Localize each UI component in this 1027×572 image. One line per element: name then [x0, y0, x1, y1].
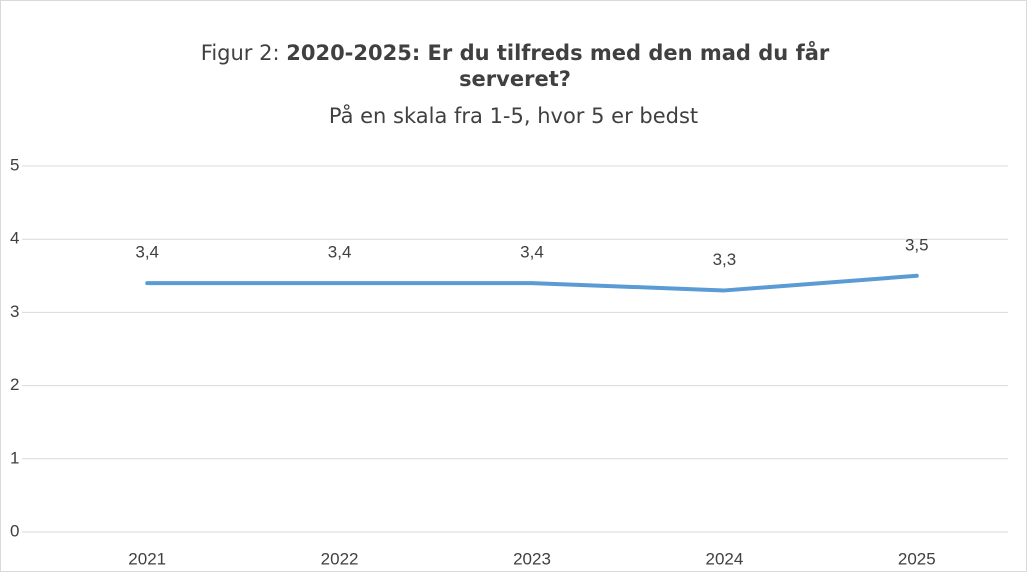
- title-text: 2020-2025: Er du tilfreds med den mad du…: [286, 41, 830, 91]
- x-tick-label: 2023: [513, 549, 551, 568]
- title-prefix: Figur 2:: [200, 41, 280, 65]
- line-series: [145, 273, 919, 293]
- y-tick-label: 4: [10, 229, 19, 248]
- data-label: 3,5: [905, 235, 929, 254]
- chart-subtitle: På en skala fra 1-5, hvor 5 er bedst: [328, 104, 699, 128]
- y-tick-label: 1: [10, 448, 19, 467]
- y-tick-label: 2: [10, 375, 19, 394]
- data-label: 3,3: [713, 250, 737, 269]
- data-label: 3,4: [135, 243, 159, 262]
- y-tick-label: 3: [10, 302, 19, 321]
- x-tick-label: 2025: [898, 549, 936, 568]
- x-tick-label: 2021: [128, 549, 166, 568]
- data-label: 3,4: [328, 243, 352, 262]
- y-tick-label: 5: [10, 155, 19, 174]
- y-tick-label: 0: [10, 521, 19, 540]
- x-tick-label: 2024: [705, 549, 743, 568]
- chart-title: Figur 2: 2020-2025: Er du tilfreds med d…: [150, 40, 880, 92]
- x-tick-label: 2022: [321, 549, 359, 568]
- data-label: 3,4: [520, 243, 544, 262]
